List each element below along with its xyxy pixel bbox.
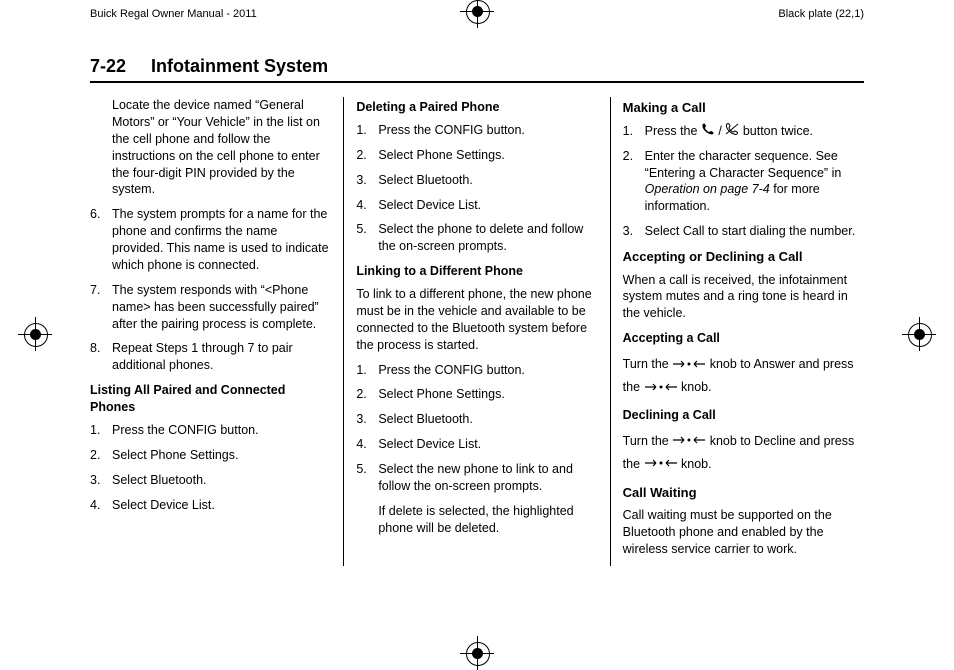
column-1: Locate the device named “General Motors”… [90, 97, 344, 566]
para: Call waiting must be supported on the Bl… [623, 507, 864, 558]
para: Turn the knob to Answer and press the kn… [623, 353, 864, 399]
list-item: 4. Select Device List. [356, 197, 597, 214]
list-item: 4. Select Device List. [90, 497, 331, 514]
list-item: 2. Select Phone Settings. [356, 386, 597, 403]
list-number: 5. [356, 461, 378, 495]
list-item: 5. Select the phone to delete and follow… [356, 221, 597, 255]
list-item: 3. Select Call to start dialing the numb… [623, 223, 864, 240]
list-text: Select Phone Settings. [378, 147, 597, 164]
list-text: Enter the character sequence. See “Enter… [645, 148, 864, 216]
list-text: Select Device List. [112, 497, 331, 514]
page-number: 7-22 [90, 56, 126, 76]
list-text: Select Device List. [378, 197, 597, 214]
crop-mark-right [908, 323, 930, 345]
plate-label: Black plate (22,1) [778, 8, 864, 20]
list-item: 3. Select Bluetooth. [356, 411, 597, 428]
knob-icon [672, 430, 706, 453]
crop-mark-bottom [466, 642, 488, 664]
list-number: 4. [356, 197, 378, 214]
list-text: Press the CONFIG button. [112, 422, 331, 439]
cross-ref: Operation on page 7-4 [645, 182, 770, 196]
list-number: 1. [90, 422, 112, 439]
list-number: 3. [623, 223, 645, 240]
mute-icon [725, 123, 739, 140]
list-number: 3. [356, 411, 378, 428]
para: To link to a different phone, the new ph… [356, 286, 597, 354]
phone-icon [701, 123, 715, 140]
content-columns: Locate the device named “General Motors”… [0, 83, 954, 566]
list-item: 4. Select Device List. [356, 436, 597, 453]
list-text: Press the / button twice. [645, 123, 864, 140]
subheading: Accepting a Call [623, 330, 864, 347]
para: If delete is selected, the highlighted p… [356, 503, 597, 537]
subheading: Making a Call [623, 99, 864, 117]
column-3: Making a Call 1. Press the / button twic… [611, 97, 864, 566]
list-item: 1. Press the CONFIG button. [356, 122, 597, 139]
list-text: Repeat Steps 1 through 7 to pair additio… [112, 340, 331, 374]
list-number: 5. [356, 221, 378, 255]
list-number: 1. [356, 122, 378, 139]
list-text: Select Call to start dialing the number. [645, 223, 864, 240]
list-item: 2. Enter the character sequence. See “En… [623, 148, 864, 216]
list-item: 1. Press the CONFIG button. [90, 422, 331, 439]
para: Turn the knob to Decline and press the k… [623, 430, 864, 476]
knob-icon [644, 377, 678, 400]
section-title: Infotainment System [151, 56, 328, 76]
subheading: Accepting or Declining a Call [623, 248, 864, 266]
list-item: 8. Repeat Steps 1 through 7 to pair addi… [90, 340, 331, 374]
list-number: 1. [356, 362, 378, 379]
list-number: 4. [90, 497, 112, 514]
list-text: Select Phone Settings. [378, 386, 597, 403]
subheading: Listing All Paired and Connected Phones [90, 382, 331, 416]
column-2: Deleting a Paired Phone 1. Press the CON… [344, 97, 610, 566]
list-number: 4. [356, 436, 378, 453]
list-number: 6. [90, 206, 112, 274]
knob-icon [644, 453, 678, 476]
list-text: Select the phone to delete and follow th… [378, 221, 597, 255]
list-item: 1. Press the / button twice. [623, 123, 864, 140]
para: Locate the device named “General Motors”… [90, 97, 331, 198]
list-number: 3. [356, 172, 378, 189]
list-text: Select Device List. [378, 436, 597, 453]
section-header: 7-22 Infotainment System [90, 56, 864, 83]
crop-mark-left [24, 323, 46, 345]
list-number: 2. [356, 147, 378, 164]
subheading: Deleting a Paired Phone [356, 99, 597, 116]
list-text: Press the CONFIG button. [378, 122, 597, 139]
list-text: The system prompts for a name for the ph… [112, 206, 331, 274]
list-item: 3. Select Bluetooth. [90, 472, 331, 489]
list-item: 5. Select the new phone to link to and f… [356, 461, 597, 495]
list-item: 3. Select Bluetooth. [356, 172, 597, 189]
list-number: 2. [356, 386, 378, 403]
list-text: Select Bluetooth. [378, 411, 597, 428]
manual-title: Buick Regal Owner Manual - 2011 [90, 8, 257, 20]
subheading: Call Waiting [623, 484, 864, 502]
list-item: 7. The system responds with “<Phone name… [90, 282, 331, 333]
list-item: 2. Select Phone Settings. [90, 447, 331, 464]
list-item: 1. Press the CONFIG button. [356, 362, 597, 379]
list-text: Select Bluetooth. [378, 172, 597, 189]
crop-mark-top [466, 0, 488, 22]
list-item: 2. Select Phone Settings. [356, 147, 597, 164]
list-number: 7. [90, 282, 112, 333]
list-text: Press the CONFIG button. [378, 362, 597, 379]
list-item: 6. The system prompts for a name for the… [90, 206, 331, 274]
list-number: 2. [90, 447, 112, 464]
list-text: Select Phone Settings. [112, 447, 331, 464]
list-text: Select Bluetooth. [112, 472, 331, 489]
subheading: Declining a Call [623, 407, 864, 424]
list-number: 3. [90, 472, 112, 489]
knob-icon [672, 354, 706, 377]
list-number: 8. [90, 340, 112, 374]
list-text: The system responds with “<Phone name> h… [112, 282, 331, 333]
para: When a call is received, the infotainmen… [623, 272, 864, 323]
list-text: Select the new phone to link to and foll… [378, 461, 597, 495]
subheading: Linking to a Different Phone [356, 263, 597, 280]
list-number: 1. [623, 123, 645, 140]
list-number: 2. [623, 148, 645, 216]
